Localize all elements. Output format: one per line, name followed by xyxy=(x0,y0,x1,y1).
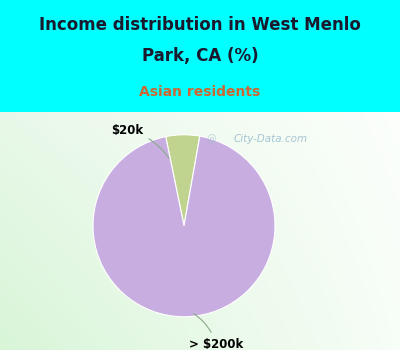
Text: City-Data.com: City-Data.com xyxy=(234,134,308,144)
Text: @: @ xyxy=(206,134,216,144)
Text: $20k: $20k xyxy=(112,124,169,158)
Text: Park, CA (%): Park, CA (%) xyxy=(142,47,258,65)
Text: Income distribution in West Menlo: Income distribution in West Menlo xyxy=(39,16,361,34)
Wedge shape xyxy=(166,135,200,226)
Text: > $200k: > $200k xyxy=(189,314,243,350)
Wedge shape xyxy=(93,136,275,317)
Text: Asian residents: Asian residents xyxy=(139,85,261,99)
